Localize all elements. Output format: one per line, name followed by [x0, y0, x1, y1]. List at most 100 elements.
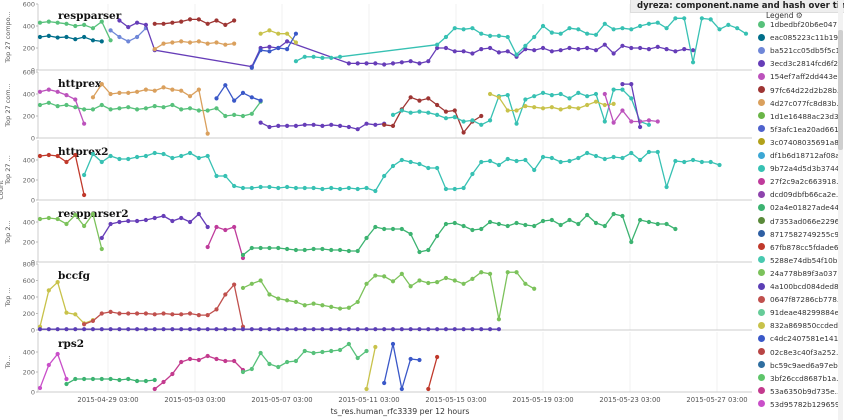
y-tick-label: 400: [23, 349, 35, 357]
legend-item[interactable]: 02a4e01827ade44...: [758, 202, 842, 214]
y-tick-label: 0: [31, 197, 35, 205]
data-point: [187, 106, 193, 111]
legend-item[interactable]: ba521cc05db5f5c1...: [758, 45, 842, 57]
legend-item[interactable]: 02c8e3c40f3a252...: [758, 347, 842, 359]
data-point: [426, 59, 431, 64]
data-point: [399, 327, 404, 332]
data-point: [64, 159, 69, 165]
data-point: [205, 21, 210, 26]
data-point: [179, 327, 184, 332]
data-point: [223, 327, 228, 332]
legend-scrollbar-thumb[interactable]: [838, 30, 843, 150]
data-point: [470, 26, 475, 31]
data-point: [258, 120, 263, 125]
y-tick-label: 0: [31, 327, 35, 335]
legend-swatch: [758, 177, 765, 185]
data-point: [179, 312, 184, 317]
data-point: [108, 309, 113, 314]
legend-item[interactable]: d7353ad066e2296...: [758, 216, 842, 228]
data-point: [461, 49, 466, 54]
data-point: [355, 355, 360, 361]
legend-item[interactable]: c4dc2407581e141...: [758, 333, 842, 345]
legend-item[interactable]: df1b6d18712af08a...: [758, 150, 842, 162]
legend-item[interactable]: 4d27c077fc8d83b...: [758, 98, 842, 110]
data-point: [355, 299, 360, 305]
legend-item[interactable]: eac085223c11b19...: [758, 32, 842, 44]
data-point: [223, 22, 228, 27]
legend-item[interactable]: 97fc64d22d2b28b...: [758, 85, 842, 97]
series-line: [215, 83, 261, 102]
legend-item[interactable]: 1dbedbf20b6e047...: [758, 19, 842, 31]
data-point: [223, 292, 228, 297]
chart-panel: 0 200 400 600 Top 27 compo... respparser: [4, 1, 752, 75]
legend-item[interactable]: 5f3afc1ea20ad661...: [758, 124, 842, 136]
data-point: [443, 221, 449, 227]
data-point: [532, 34, 537, 40]
data-point: [417, 278, 422, 283]
data-point: [302, 348, 307, 354]
legend-item[interactable]: 1d1e16488ac23d3...: [758, 111, 842, 123]
legend-item[interactable]: 53a6350b9d735e...: [758, 386, 842, 398]
data-point: [267, 28, 272, 33]
data-point: [452, 278, 457, 283]
data-point: [373, 188, 378, 194]
data-point: [382, 62, 387, 67]
data-point: [232, 112, 237, 117]
data-point: [267, 292, 272, 297]
y-tick-label: 200: [23, 239, 35, 247]
data-point: [549, 93, 554, 98]
legend-scrollbar[interactable]: [838, 0, 843, 420]
panel-subtitle: rps2: [58, 338, 84, 350]
legend-item[interactable]: dcd09dbfb66ca2e...: [758, 189, 842, 201]
legend-item[interactable]: bc59c9aed6a97eb...: [758, 360, 842, 372]
legend-item[interactable]: 5288e74db54f10b...: [758, 255, 842, 267]
chart-panel: 0 200 400 Top 27 ... httprex2: [4, 140, 752, 205]
legend-item[interactable]: 27f2c9a2c663918...: [758, 176, 842, 188]
data-point: [99, 159, 104, 165]
data-point: [37, 216, 43, 222]
data-point: [452, 220, 457, 226]
data-point: [55, 280, 60, 285]
data-point: [187, 150, 193, 156]
legend-item[interactable]: 154ef7aff2dd443e...: [758, 71, 842, 83]
gear-icon[interactable]: ⚙: [795, 11, 803, 20]
y-tick-label: 200: [23, 45, 35, 53]
data-point: [593, 99, 599, 104]
data-point: [346, 124, 351, 130]
data-point: [479, 113, 484, 119]
legend-item[interactable]: 67fb878cc5fdade6...: [758, 242, 842, 254]
legend-item[interactable]: 4a100bcd084ded8...: [758, 281, 842, 293]
legend-item[interactable]: 3ecd3c2814fcd6f2...: [758, 58, 842, 70]
legend-item[interactable]: 53d95782b129659...: [758, 399, 842, 411]
data-point: [82, 34, 87, 40]
data-point: [346, 185, 351, 191]
data-point: [99, 39, 104, 44]
data-point: [73, 23, 78, 29]
legend-header[interactable]: Legend ⚙: [766, 11, 826, 20]
data-point: [620, 26, 625, 31]
data-point: [540, 218, 546, 224]
data-point: [602, 223, 607, 229]
data-point: [426, 110, 431, 115]
data-point: [214, 327, 219, 332]
data-point: [267, 245, 272, 251]
legend-item[interactable]: 8717582749255c9...: [758, 229, 842, 241]
legend-title[interactable]: Legend: [766, 11, 794, 20]
data-point: [126, 311, 131, 316]
data-point: [249, 366, 254, 372]
legend-item[interactable]: 3bf26ccd8687b1a...: [758, 373, 842, 385]
legend-item[interactable]: 24a778b89f3a037...: [758, 268, 842, 280]
data-point: [496, 162, 501, 168]
legend-item[interactable]: 0647f87286cb778...: [758, 294, 842, 306]
legend-item[interactable]: 832a869850ccded...: [758, 320, 842, 332]
data-point: [337, 306, 343, 311]
data-point: [337, 123, 343, 128]
data-point: [540, 23, 546, 29]
legend-swatch: [758, 112, 765, 120]
legend-item[interactable]: 9b72a4d5d3b3744...: [758, 163, 842, 175]
data-point: [382, 274, 387, 279]
data-point: [646, 149, 652, 155]
legend-item[interactable]: 3c07408035691a8...: [758, 137, 842, 149]
legend-item[interactable]: 91deae48299884e...: [758, 307, 842, 319]
